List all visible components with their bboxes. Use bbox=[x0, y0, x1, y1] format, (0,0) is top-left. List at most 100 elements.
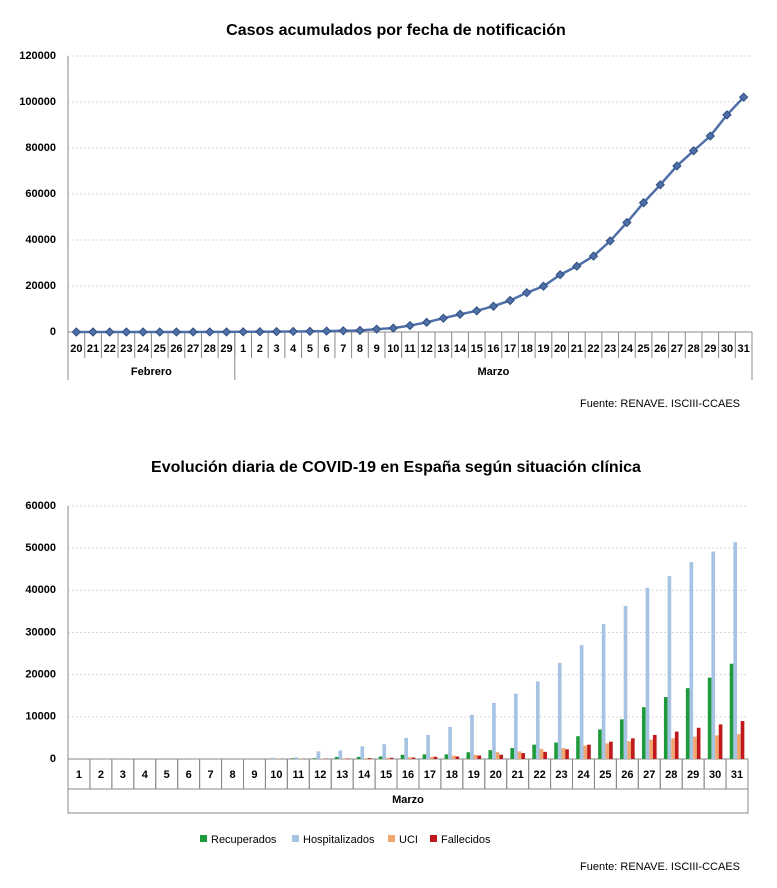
x-tick-label: 21 bbox=[87, 343, 99, 355]
marker bbox=[355, 325, 365, 336]
bar bbox=[408, 757, 412, 759]
y-tick-label: 20000 bbox=[25, 669, 56, 681]
legend-label: Hospitalizados bbox=[303, 834, 375, 846]
marker bbox=[505, 295, 515, 306]
marker bbox=[288, 326, 298, 337]
x-tick-label: 14 bbox=[454, 343, 467, 355]
x-tick-label: 24 bbox=[137, 343, 150, 355]
y-tick-label: 60000 bbox=[25, 188, 56, 200]
x-tick-label: 8 bbox=[357, 343, 363, 355]
marker bbox=[221, 327, 232, 337]
x-tick-label: 27 bbox=[643, 769, 655, 781]
bar bbox=[382, 744, 387, 759]
x-axis-label: Marzo bbox=[392, 794, 424, 806]
x-tick-label: 22 bbox=[104, 343, 116, 355]
y-tick-label: 20000 bbox=[25, 280, 56, 292]
source: Fuente: RENAVE. ISCIII-CCAES bbox=[580, 398, 740, 410]
bar bbox=[312, 758, 317, 759]
bar bbox=[627, 741, 632, 759]
bar bbox=[737, 734, 741, 759]
bar bbox=[535, 681, 540, 759]
x-tick-label: 10 bbox=[387, 343, 399, 355]
bar bbox=[605, 743, 610, 759]
y-tick-label: 120000 bbox=[19, 50, 56, 62]
bar bbox=[663, 697, 668, 759]
bar bbox=[448, 726, 452, 759]
marker bbox=[121, 327, 132, 337]
bar bbox=[693, 736, 697, 759]
marker bbox=[438, 313, 449, 323]
bar bbox=[470, 714, 474, 759]
marker bbox=[88, 327, 98, 337]
x-tick-label: 31 bbox=[731, 769, 743, 781]
bar bbox=[623, 605, 628, 759]
marker bbox=[672, 161, 682, 171]
x-tick-label: 3 bbox=[273, 343, 279, 355]
y-tick-label: 30000 bbox=[25, 626, 56, 638]
x-tick-label: 14 bbox=[358, 769, 371, 781]
source: Fuente: RENAVE. ISCIII-CCAES bbox=[580, 861, 740, 873]
x-tick-label: 12 bbox=[421, 343, 433, 355]
x-tick-label: 22 bbox=[533, 769, 545, 781]
bar bbox=[400, 754, 405, 759]
legend-swatch bbox=[292, 835, 299, 842]
bar bbox=[294, 757, 299, 759]
x-tick-label: 17 bbox=[424, 769, 436, 781]
y-tick-label: 0 bbox=[50, 326, 56, 338]
legend-swatch bbox=[200, 835, 207, 842]
bar bbox=[620, 719, 624, 759]
bar bbox=[517, 751, 522, 759]
marker bbox=[271, 326, 282, 337]
marker bbox=[522, 287, 532, 298]
bar bbox=[649, 739, 653, 759]
bar bbox=[671, 738, 675, 759]
x-tick-label: 20 bbox=[70, 343, 82, 355]
marker bbox=[188, 327, 198, 337]
marker bbox=[538, 281, 549, 291]
x-tick-label: 26 bbox=[621, 769, 633, 781]
y-tick-label: 80000 bbox=[25, 142, 56, 154]
marker bbox=[405, 320, 415, 331]
bar bbox=[378, 756, 383, 759]
bar bbox=[576, 736, 580, 759]
x-tick-label: 3 bbox=[120, 769, 126, 781]
bar bbox=[433, 756, 438, 759]
marker bbox=[722, 110, 732, 120]
x-tick-label: 9 bbox=[251, 769, 257, 781]
bar bbox=[601, 624, 606, 759]
x-tick-label: 19 bbox=[537, 343, 549, 355]
bar bbox=[579, 645, 584, 759]
marker bbox=[104, 327, 115, 337]
bar bbox=[729, 663, 734, 759]
bar bbox=[510, 748, 515, 759]
bar bbox=[364, 758, 368, 759]
x-tick-label: 6 bbox=[324, 343, 330, 355]
marker bbox=[171, 327, 182, 337]
x-tick-label: 26 bbox=[654, 343, 666, 355]
bar bbox=[543, 751, 547, 759]
x-tick-label: 6 bbox=[186, 769, 192, 781]
bar bbox=[345, 758, 350, 759]
marker bbox=[738, 92, 749, 102]
x-tick-label: 11 bbox=[404, 343, 416, 355]
x-tick-label: 25 bbox=[154, 343, 166, 355]
bar bbox=[451, 755, 456, 759]
x-tick-label: 4 bbox=[290, 343, 297, 355]
marker bbox=[572, 261, 582, 271]
marker bbox=[605, 236, 615, 246]
bar bbox=[554, 742, 558, 759]
bar bbox=[532, 744, 536, 759]
y-tick-label: 10000 bbox=[25, 711, 56, 723]
bar bbox=[689, 562, 694, 759]
xlabel-cell bbox=[67, 788, 749, 814]
bar bbox=[740, 721, 745, 759]
legend-label: UCI bbox=[399, 834, 418, 846]
bar bbox=[495, 752, 500, 759]
bar bbox=[334, 756, 339, 759]
bar bbox=[565, 749, 569, 759]
marker bbox=[205, 327, 215, 337]
marker bbox=[321, 326, 332, 336]
x-tick-label: 24 bbox=[621, 343, 634, 355]
x-tick-label: 18 bbox=[521, 343, 533, 355]
